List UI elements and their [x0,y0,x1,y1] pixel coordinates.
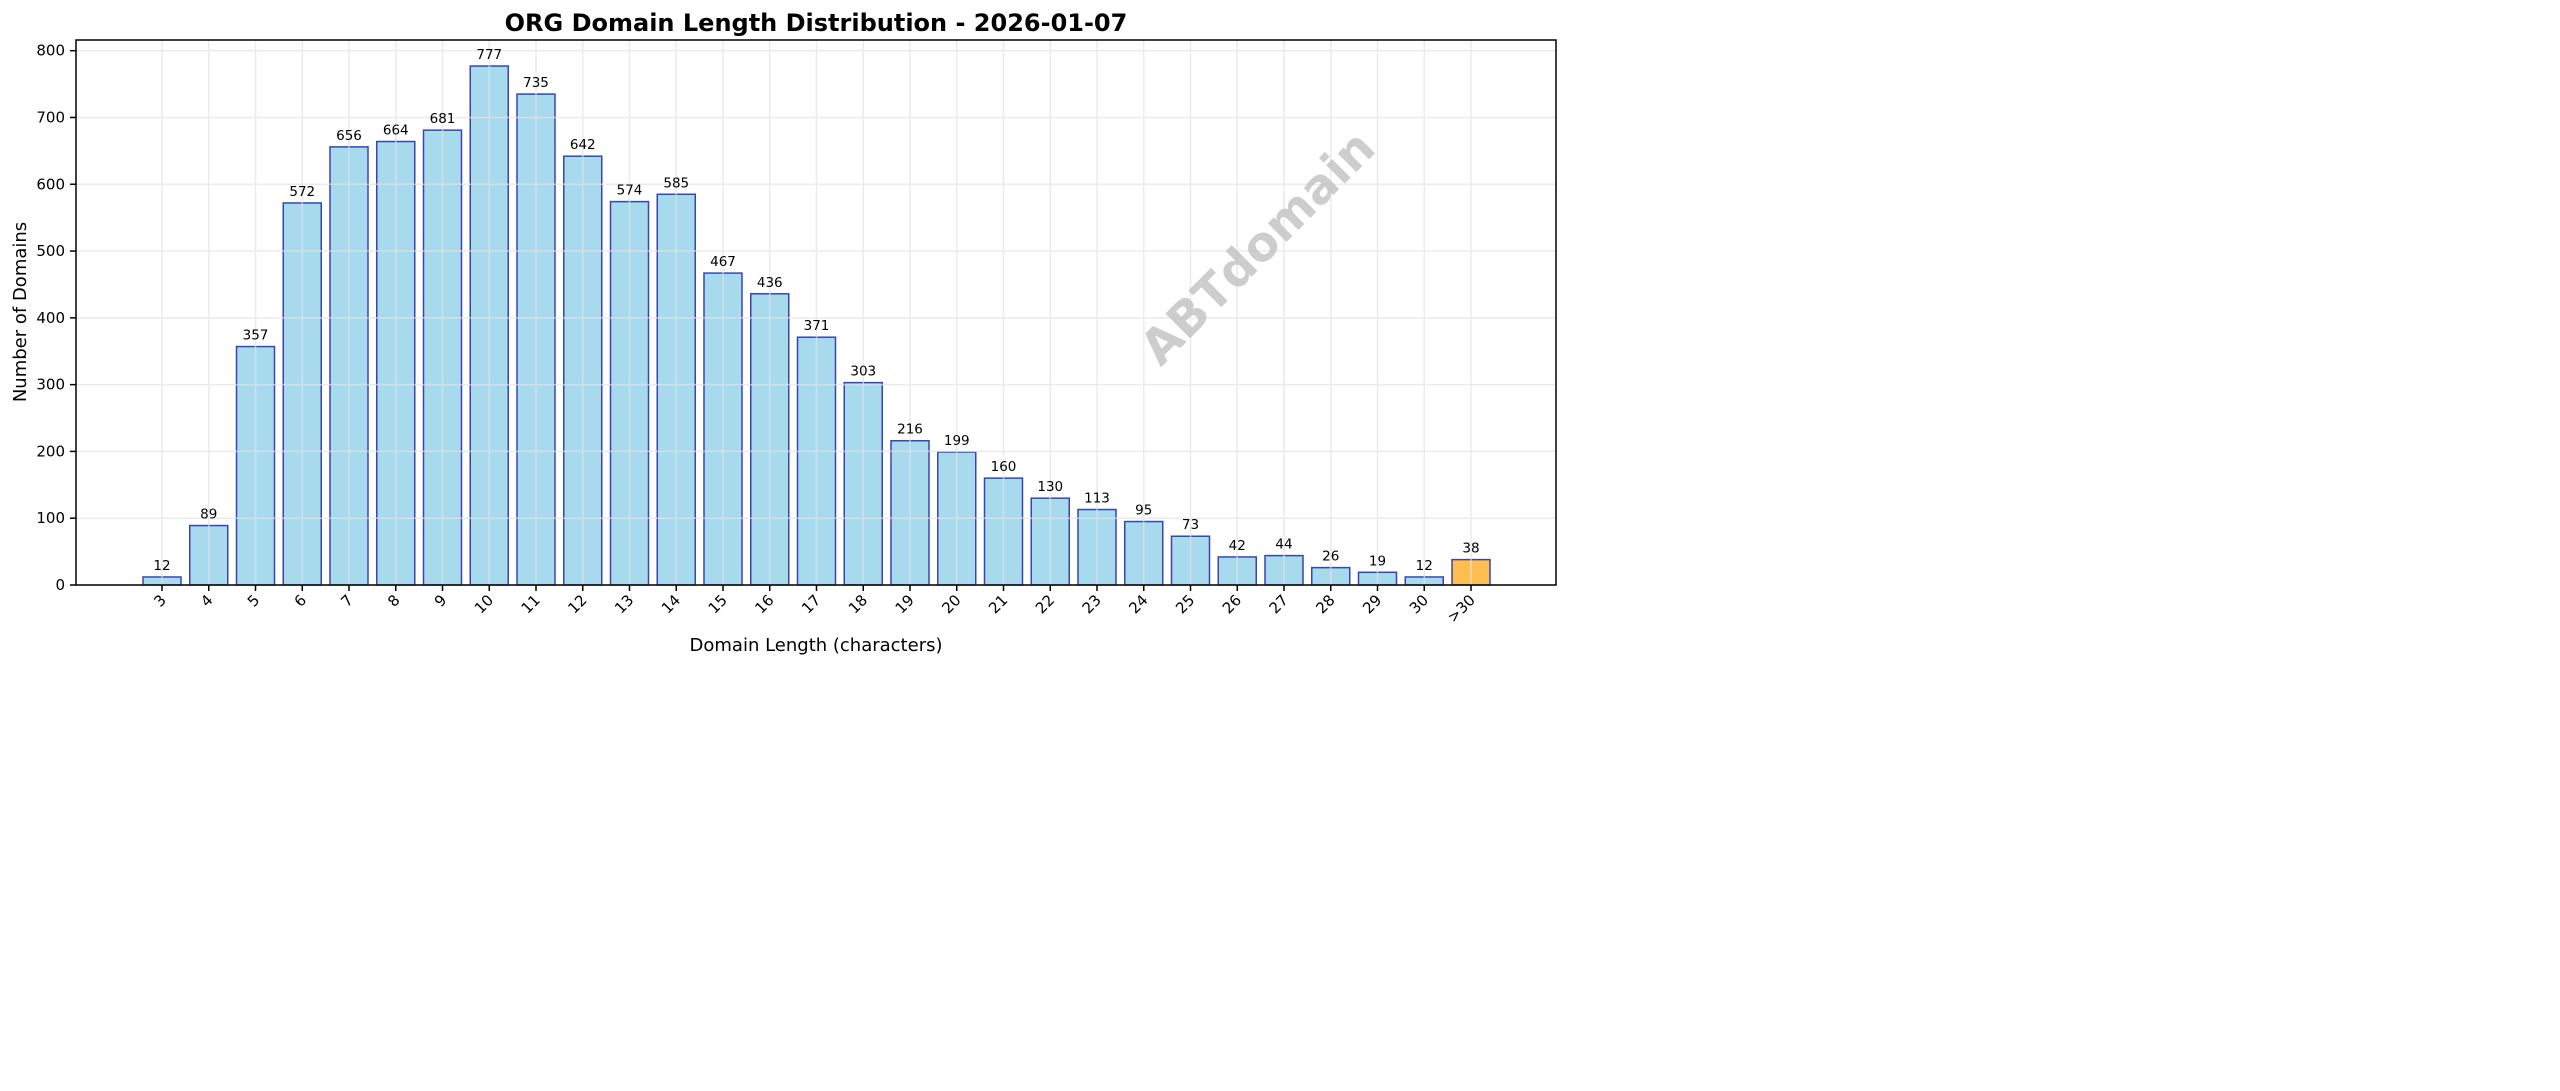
y-tick-label: 100 [36,509,65,527]
y-tick-label: 500 [36,242,65,260]
x-tick-label: 14 [658,591,684,617]
y-tick-label: 300 [36,376,65,394]
data-label: 38 [1462,541,1479,557]
y-axis-label: Number of Domains [10,222,31,402]
chart-title: ORG Domain Length Distribution - 2026-01… [505,9,1128,37]
data-label: 572 [289,184,315,200]
data-label: 130 [1037,479,1063,495]
x-tick-label: 30 [1406,591,1432,617]
data-label: 42 [1229,538,1246,554]
y-tick-label: 400 [36,309,65,327]
grid [76,40,1556,586]
x-tick-label: 24 [1125,591,1151,617]
x-tick-label: 10 [471,591,497,617]
data-label: 642 [570,137,596,153]
y-tick-label: 600 [36,175,65,193]
y-tick-label: 0 [55,576,65,594]
data-label: 664 [383,123,409,139]
x-tick-label: 21 [985,591,1011,617]
data-label: 656 [336,128,362,144]
data-label: 216 [897,422,923,438]
x-tick-label: 8 [384,591,403,610]
data-label: 357 [243,328,269,344]
data-label: 89 [200,507,217,523]
data-label: 113 [1084,491,1110,507]
data-labels: 12 89 357 572 656 664 681 777 735 642 574 585 467 436… [153,47,1479,574]
x-tick-label: 3 [150,591,169,610]
data-label: 95 [1135,503,1152,519]
x-tick-label: 28 [1312,591,1338,617]
y-tick-label: 800 [36,42,65,60]
data-label: 681 [430,111,456,127]
x-axis-label: Domain Length (characters) [690,635,943,656]
data-label: 303 [850,364,876,380]
x-tick-label: 26 [1219,591,1245,617]
data-label: 585 [663,175,689,191]
x-tick-label: 23 [1079,591,1105,617]
x-tick-label: 15 [705,591,731,617]
data-label: 26 [1322,549,1339,565]
data-label: 199 [944,433,970,449]
x-tick-label: 4 [197,591,216,610]
data-label: 12 [1416,558,1433,574]
data-label: 19 [1369,553,1386,569]
x-tick-label: 18 [845,591,871,617]
x-tick-label: 19 [892,591,918,617]
x-tick-label: 11 [518,591,544,617]
x-tick-label: 12 [564,591,590,617]
data-label: 160 [991,459,1017,475]
data-label: 44 [1275,537,1292,553]
x-tick-label: 27 [1266,591,1292,617]
x-tick-label: 13 [611,591,637,617]
x-tick-label: 17 [798,591,824,617]
data-label: 777 [476,47,502,63]
x-tick-label: 22 [1032,591,1058,617]
x-tick-label: 6 [291,591,310,610]
data-label: 735 [523,75,549,91]
x-tick-label: 7 [337,591,356,610]
data-label: 371 [804,318,830,334]
data-label: 73 [1182,517,1199,533]
x-tick-label: >30 [1444,591,1479,626]
x-tick-label: 16 [751,591,777,617]
y-axis-ticks: 0 100 200 300 400 500 600 700 800 [36,42,76,594]
x-tick-label: 9 [431,591,450,610]
x-tick-label: 25 [1172,591,1198,617]
x-axis-ticks: 3 4 5 6 7 8 9 10 11 12 13 14 15 16 17 18 19 20 21 22 23 24 25 2… [150,585,1479,626]
y-tick-label: 200 [36,442,65,460]
data-label: 574 [617,183,643,199]
data-label: 436 [757,275,783,291]
x-tick-label: 5 [244,591,263,610]
x-tick-label: 29 [1359,591,1385,617]
watermark: ABTdomain [1130,120,1387,377]
x-tick-label: 20 [938,591,964,617]
y-tick-label: 700 [36,108,65,126]
data-label: 12 [153,558,170,574]
data-label: 467 [710,254,736,270]
